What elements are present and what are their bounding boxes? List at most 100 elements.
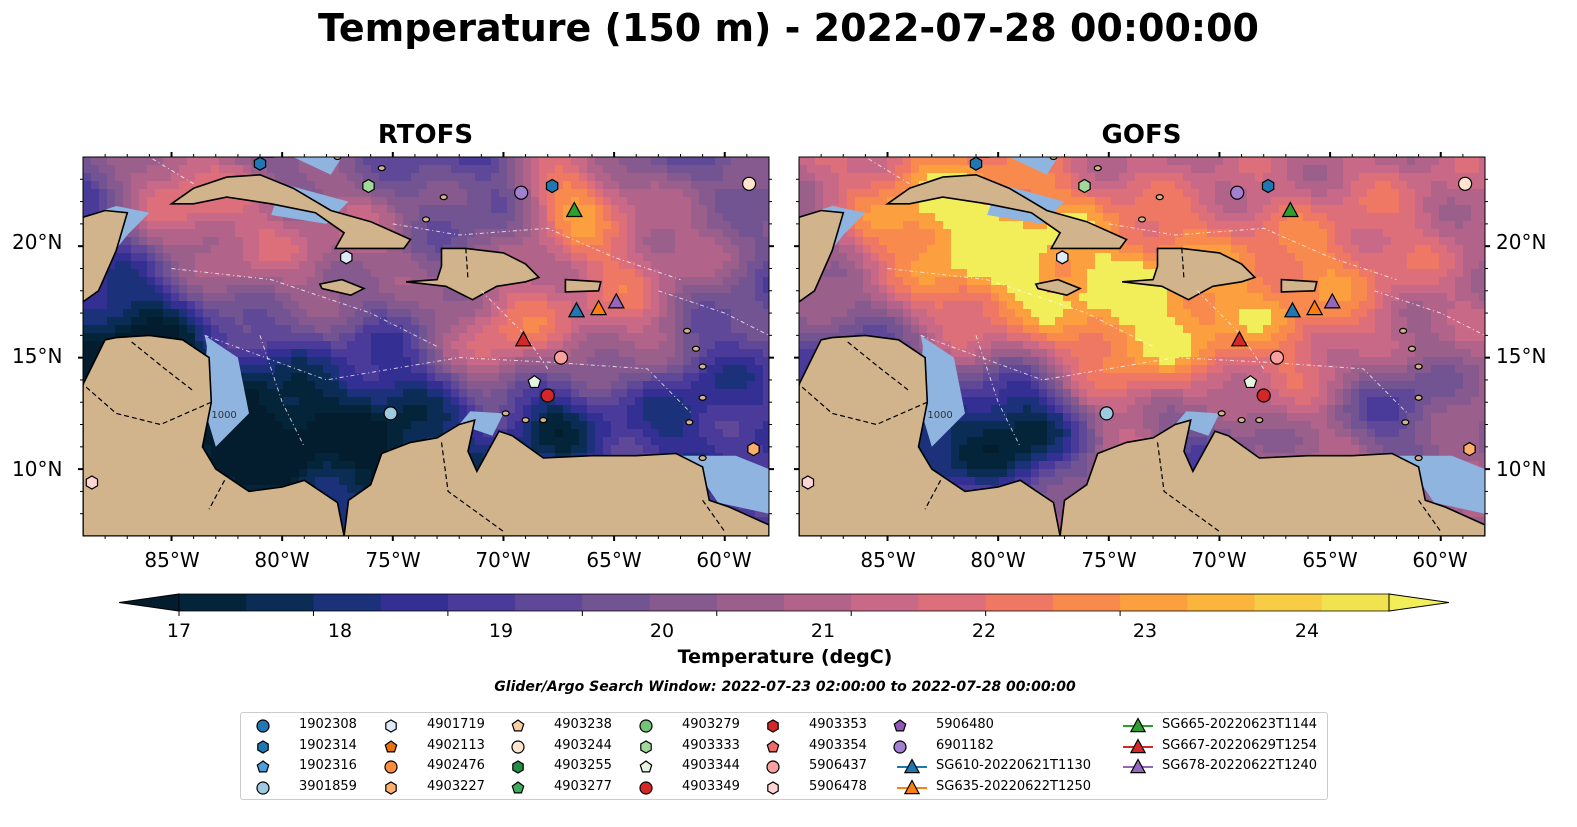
legend-label: 4903244 (554, 737, 612, 753)
obs-marker-4901719 (340, 250, 353, 265)
colorbar-bin (179, 594, 247, 611)
lat-label-right-20n: 20°N (1496, 230, 1547, 254)
legend-label: SG635-20220622T1250 (936, 778, 1092, 794)
colorbar-bin (246, 594, 314, 611)
legend-marker-icon (1123, 758, 1153, 774)
country-border (702, 499, 726, 532)
country-border (83, 383, 212, 426)
island (1155, 194, 1164, 201)
shelf-area (459, 411, 504, 436)
panel-title-rtofs: RTOFS (377, 120, 474, 150)
island (698, 454, 707, 462)
colorbar-label: Temperature (degC) (677, 646, 893, 668)
shelf-area (1009, 157, 1058, 175)
legend-label: 5906480 (936, 717, 994, 732)
legend-marker-icon (256, 760, 270, 773)
legend-label: 5906478 (809, 778, 867, 794)
obs-marker-1902314 (253, 157, 267, 171)
obs-marker-1902314 (969, 157, 983, 171)
obs-marker-4903333 (362, 178, 375, 194)
lon-label-gofs-60w: 60°W (1412, 548, 1468, 572)
colorbar-tick-21: 21 (810, 620, 836, 642)
colorbar-bin (447, 594, 516, 611)
legend-label: 4902113 (427, 737, 485, 753)
obs-marker-5906437 (553, 350, 569, 365)
shelf-area (918, 335, 965, 447)
country-border (131, 341, 194, 392)
obs-marker-SG610-20220621T1130 (567, 301, 586, 318)
legend-marker-icon (1123, 717, 1153, 733)
colorbar-bin (784, 594, 852, 611)
island (685, 419, 694, 426)
land-polygon (1280, 278, 1318, 293)
legend-label: 4903238 (554, 717, 612, 732)
lon-label-gofs-75w: 75°W (1081, 548, 1137, 572)
land-polygon (83, 334, 345, 536)
map-ticks-gofs (794, 152, 1490, 541)
legend-label: 1902314 (299, 737, 357, 753)
legend-label: 1902316 (299, 758, 357, 773)
country-border (1181, 248, 1185, 280)
legend-label: 4903279 (682, 717, 740, 732)
eez-boundary (658, 290, 769, 336)
land-polygon (973, 157, 992, 158)
obs-marker-5906478 (801, 475, 815, 490)
colorbar-extend-low (118, 593, 180, 612)
map-panel-rtofs: 1000 (83, 157, 769, 536)
map-panel-gofs: 1000 (799, 157, 1485, 536)
shelf-area (1175, 411, 1220, 436)
lon-label-rtofs-65w: 65°W (586, 548, 642, 572)
obs-marker-4903244 (741, 176, 757, 191)
eez-boundary (887, 268, 1154, 347)
isobath-label: 1000 (211, 410, 236, 421)
island (1049, 157, 1058, 161)
island (1414, 363, 1423, 370)
legend-marker-icon (639, 719, 653, 733)
obs-marker-SG610-20220621T1130 (1283, 301, 1302, 318)
colorbar-bin (380, 594, 449, 611)
eez-boundary (204, 334, 692, 414)
obs-marker-4903344 (527, 374, 542, 389)
obs-marker-SG678-20220622T1240 (607, 292, 625, 309)
legend-marker-icon (511, 739, 525, 754)
legend-marker-icon (897, 758, 927, 774)
eez-boundary (392, 223, 681, 281)
legend-marker-icon (1123, 737, 1153, 753)
legend-label: 4903255 (554, 758, 612, 773)
map-ticks-rtofs (78, 152, 774, 541)
island (421, 216, 431, 223)
land-polygon (799, 209, 845, 303)
legend-label: 4903349 (682, 778, 740, 794)
legend-marker-icon (640, 739, 652, 754)
colorbar-bin (582, 594, 651, 611)
shelf-area (293, 157, 342, 175)
legend-label: 4903353 (809, 717, 867, 732)
island (1414, 394, 1423, 401)
island (439, 194, 448, 201)
legend-marker-icon (893, 739, 907, 754)
land-polygon (799, 334, 1061, 536)
colorbar-bin (851, 594, 919, 611)
land-polygon (257, 157, 276, 158)
panel-title-gofs: GOFS (1101, 120, 1182, 150)
colorbar-tick-19: 19 (488, 620, 514, 642)
legend-marker-icon (385, 719, 397, 733)
country-border (924, 480, 942, 510)
obs-marker-4903244 (1457, 176, 1473, 191)
land-polygon (343, 418, 769, 536)
legend-label: 6901182 (936, 737, 994, 753)
land-polygon (564, 278, 602, 293)
lat-label-left-15n: 15°N (12, 344, 63, 368)
colorbar (118, 593, 1450, 616)
lat-label-left-20n: 20°N (12, 230, 63, 254)
obs-marker-4903349 (1256, 388, 1271, 403)
eez-boundary (1374, 290, 1485, 336)
country-border (208, 480, 226, 510)
obs-marker-3901859 (383, 406, 398, 421)
obs-marker-4903333 (1078, 178, 1091, 194)
island (501, 410, 510, 417)
island (1255, 416, 1264, 424)
island (1217, 410, 1226, 417)
island (698, 363, 707, 370)
obs-marker-5906478 (85, 475, 99, 490)
